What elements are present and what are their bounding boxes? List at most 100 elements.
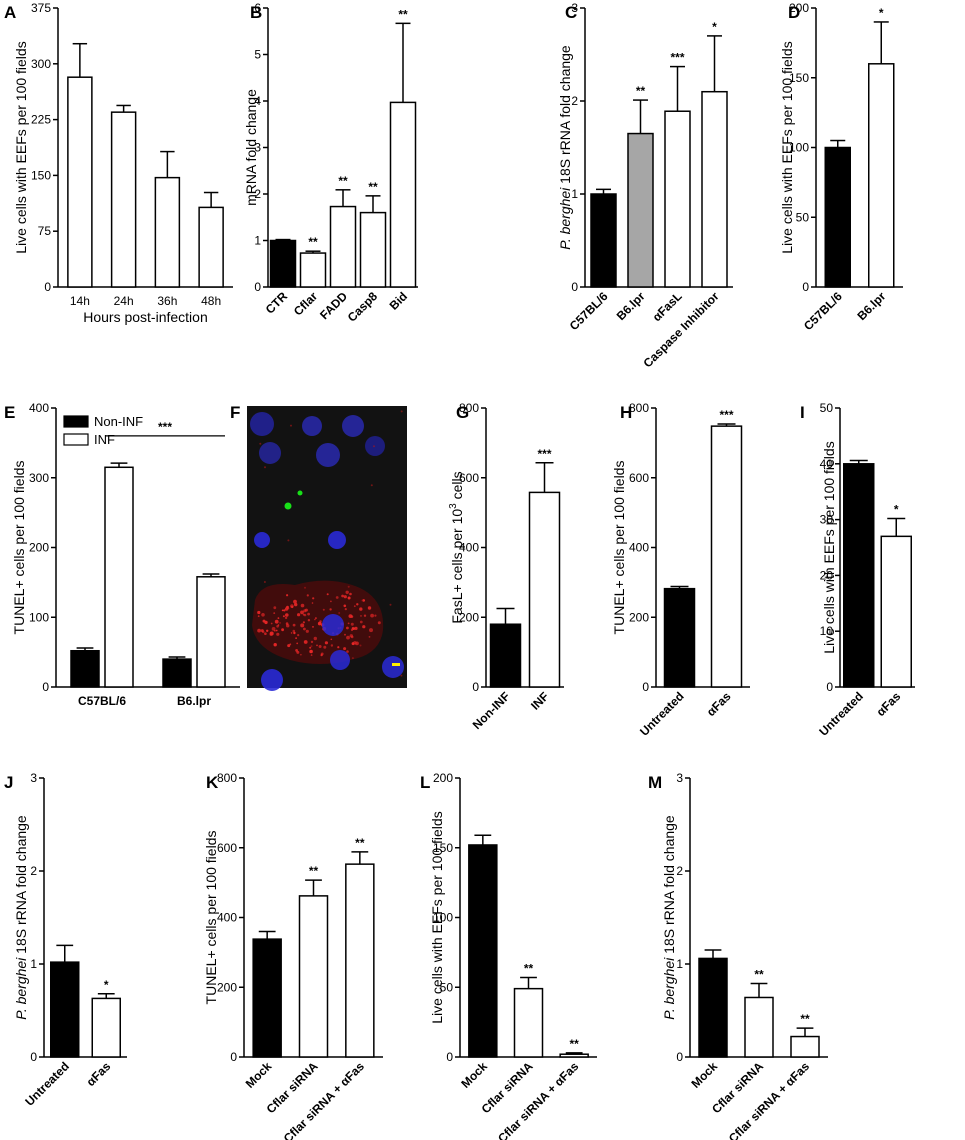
y-tick-label: 800 [217, 771, 237, 785]
fasl-dot [297, 613, 301, 617]
significance-label: *** [158, 420, 172, 434]
y-axis-label: TUNEL+ cells per 100 fields [611, 461, 627, 635]
chart-panel-k: K 0 200 400 600 800 TUNEL+ cells per 100 field… [203, 771, 383, 1140]
fasl-dot [295, 649, 298, 652]
category-label: αFasL [650, 289, 685, 324]
category-label: Mock [243, 1059, 275, 1091]
category-label: αFas [874, 689, 904, 719]
category-label: Cflar siRNA + αFas [495, 1059, 581, 1140]
fasl-dot [285, 613, 289, 617]
y-tick-label: 50 [820, 401, 834, 415]
fasl-dot [303, 640, 308, 644]
fasl-dot [349, 592, 352, 596]
fasl-dot [312, 597, 315, 600]
panel-label-g: G [456, 403, 469, 422]
fasl-dot [330, 638, 333, 641]
bar [528, 491, 561, 688]
category-label: CTR [263, 289, 291, 317]
fasl-dot [281, 609, 284, 612]
y-tick-label: 2 [30, 864, 37, 878]
fasl-dot [284, 616, 288, 620]
fasl-dot [287, 539, 290, 542]
y-tick-label: 800 [459, 401, 479, 415]
fasl-dot [389, 603, 392, 606]
fasl-dot [363, 614, 367, 617]
fasl-dot [306, 594, 309, 597]
bar [698, 957, 728, 1058]
y-tick-label: 300 [31, 57, 51, 71]
bar [198, 206, 224, 288]
panel-label-l: L [420, 773, 430, 792]
chart-panel-e: E 0 100 200 300 400 TUNEL+ cells per 100 field… [4, 401, 240, 708]
significance-label: ** [355, 836, 365, 850]
bar [790, 1035, 820, 1058]
fasl-dot [296, 642, 299, 645]
y-tick-label: 0 [42, 680, 49, 694]
y-tick-label: 0 [44, 280, 51, 294]
category-label: Mock [458, 1059, 490, 1091]
y-tick-label: 2 [676, 864, 683, 878]
category-label: C57BL/6 [78, 694, 126, 708]
fasl-dot [359, 644, 362, 647]
category-label: Untreated [637, 689, 687, 739]
chart-panel-g: G 0 200 400 600 800 FasL+ cells per 103 cells N… [448, 401, 564, 732]
bar [389, 101, 417, 288]
fasl-dot [304, 586, 306, 589]
fasl-dot [305, 629, 309, 633]
fasl-dot [370, 484, 373, 487]
scale-bar [392, 663, 400, 666]
category-label: Casp8 [345, 289, 381, 325]
fasl-dot [320, 654, 323, 657]
fasl-dot [374, 614, 377, 617]
fasl-dot [330, 644, 334, 647]
y-tick-label: 0 [446, 1050, 453, 1064]
significance-label: * [879, 6, 884, 20]
y-tick-label: 200 [459, 610, 479, 624]
panel-label-e: E [4, 403, 15, 422]
fasl-dot [351, 642, 355, 646]
fasl-dot [359, 607, 363, 611]
chart-panel-b: B 0 1 2 3 4 5 6 mRNA fold change CTR ** Cflar ** FADD… [243, 1, 418, 325]
nucleus-blob [365, 436, 385, 456]
y-tick-label: 10 [820, 624, 834, 638]
fasl-dot [360, 615, 362, 617]
fasl-dot [300, 623, 305, 628]
y-tick-label: 200 [29, 541, 49, 555]
y-tick-label: 0 [802, 280, 809, 294]
category-label: Untreated [816, 689, 866, 739]
y-tick-label: 50 [440, 980, 454, 994]
fasl-dot [346, 626, 349, 630]
y-tick-label: 0 [642, 680, 649, 694]
significance-label: ** [398, 7, 408, 21]
fasl-dot [326, 593, 329, 596]
micrograph-panel-f: F [230, 403, 407, 691]
fasl-dot [344, 633, 346, 636]
fasl-dot [286, 624, 290, 628]
chart-panel-h: H 0 200 400 600 800 TUNEL+ cells per 100 field… [611, 401, 750, 739]
y-tick-label: 400 [29, 401, 49, 415]
y-tick-label: 400 [217, 911, 237, 925]
fasl-cell-region [252, 580, 384, 664]
fasl-dot [354, 626, 358, 631]
fasl-dot [273, 643, 277, 647]
bar [67, 76, 93, 288]
nucleus-blob [322, 614, 344, 636]
fasl-dot [369, 628, 373, 633]
chart-panel-d: D 0 50 100 150 200 Live cells with EEFs per 10… [779, 1, 903, 333]
fasl-dot [290, 632, 293, 634]
fasl-dot [377, 621, 381, 625]
y-tick-label: 225 [31, 113, 51, 127]
panel-label-j: J [4, 773, 13, 792]
bar [104, 466, 134, 688]
category-label: Mock [689, 1059, 721, 1091]
y-axis-label: P. berghei 18S rRNA fold change [557, 45, 573, 250]
fasl-dot [356, 603, 359, 606]
nucleus-blob [316, 443, 340, 467]
fasl-dot [286, 605, 289, 609]
fasl-dot [293, 631, 296, 635]
fasl-dot [302, 621, 305, 624]
fasl-dot [302, 613, 305, 616]
y-axis-label-sup: 3 [448, 503, 459, 509]
y-axis-label: FasL+ cells per 103 cells [448, 471, 465, 623]
